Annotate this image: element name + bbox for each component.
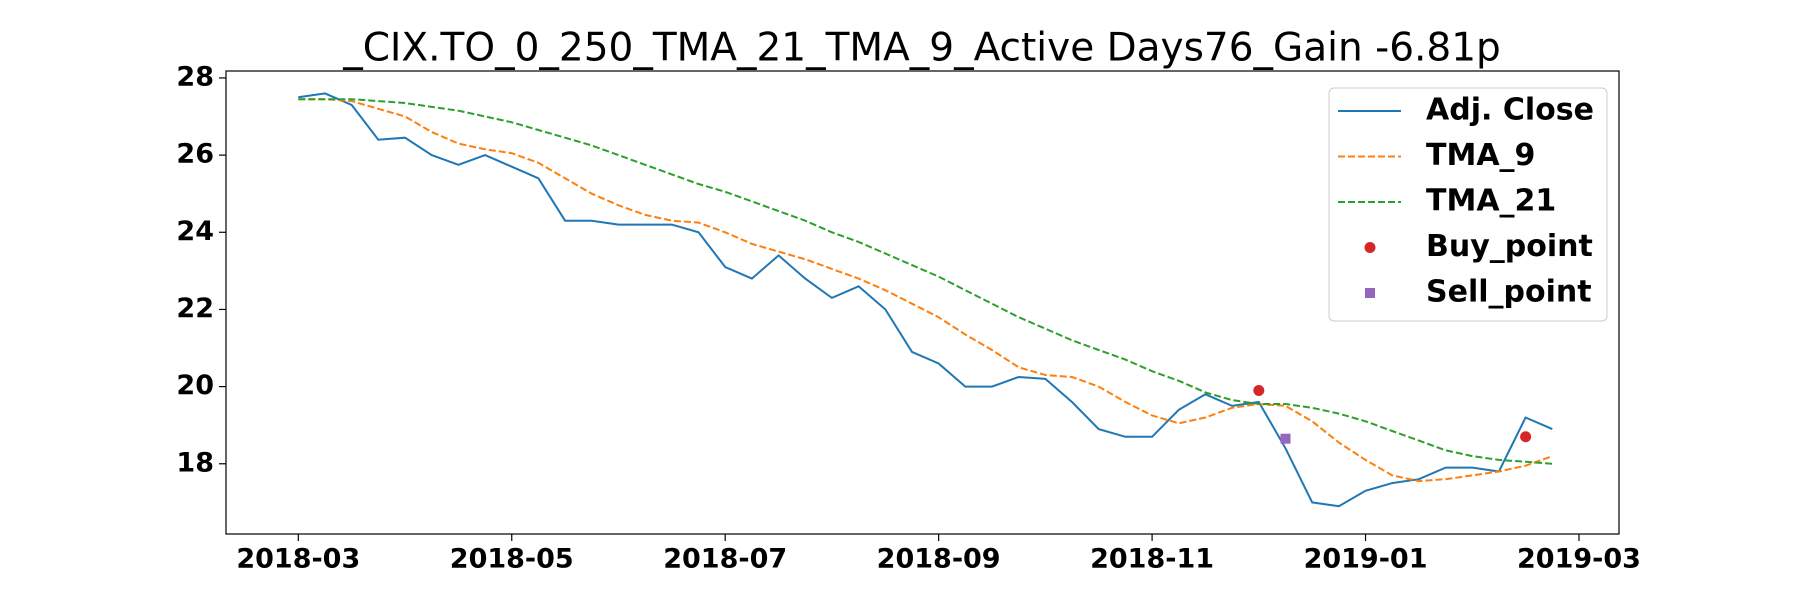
y-tick-label: 24 — [176, 216, 214, 247]
plot-frame — [225, 70, 1620, 535]
y-tick-label: 26 — [176, 139, 214, 170]
y-tick-label: 20 — [176, 370, 214, 401]
x-tick-label: 2018-09 — [877, 544, 1001, 575]
legend-label: Buy_point — [1426, 229, 1593, 264]
legend-swatch — [1365, 288, 1375, 298]
legend-swatch — [1364, 242, 1376, 253]
series-line — [298, 92, 1553, 508]
x-tick-label: 2018-03 — [236, 544, 360, 575]
y-tick-label: 28 — [176, 61, 214, 92]
chart-title: _CIX.TO_0_250_TMA_21_TMA_9_Active Days76… — [342, 26, 1501, 71]
legend-label: Sell_point — [1426, 275, 1592, 310]
y-tick-label: 22 — [176, 293, 214, 324]
buy-marker — [1253, 384, 1265, 396]
x-tick-label: 2018-11 — [1090, 544, 1214, 575]
y-tick-label: 18 — [176, 447, 214, 478]
x-tick-label: 2018-07 — [663, 544, 787, 575]
legend-label: TMA_21 — [1426, 184, 1556, 219]
sell-marker — [1280, 433, 1291, 444]
legend-box — [1328, 87, 1608, 322]
x-tick-label: 2018-05 — [450, 544, 574, 575]
buy-marker — [1520, 431, 1532, 443]
legend-label: TMA_9 — [1426, 138, 1535, 173]
x-tick-label: 2019-03 — [1517, 544, 1641, 575]
series-line — [298, 98, 1553, 465]
x-tick-label: 2019-01 — [1304, 544, 1428, 575]
legend-label: Adj. Close — [1426, 93, 1594, 128]
